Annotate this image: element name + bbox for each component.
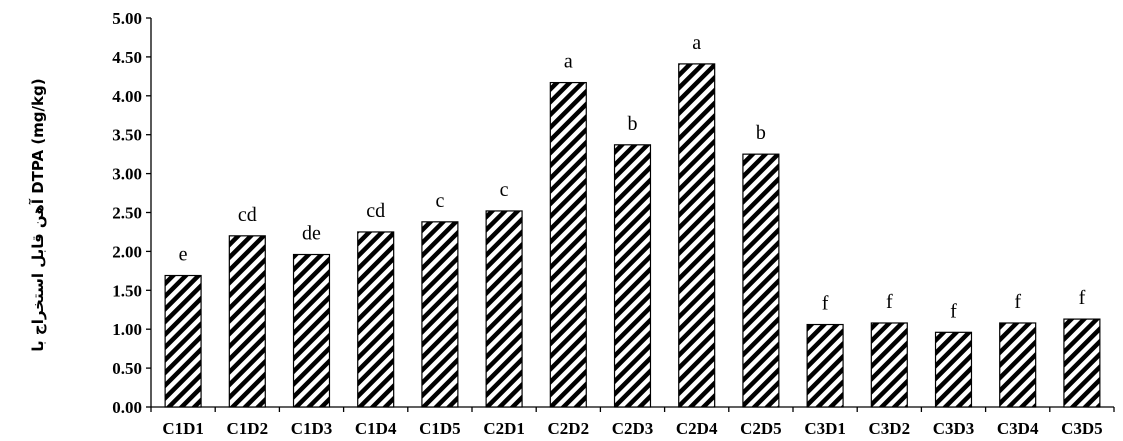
y-tick-label: 4.50 [112,48,142,67]
significance-letter: f [950,300,957,322]
x-tick-label: C3D1 [804,419,846,438]
labels: C1D1 e C1D2 cd C1D3 de C1D4 cd C1D5 c C2D1 c C2D2 a C2… [162,32,1102,438]
x-tick-label: C1D3 [291,419,333,438]
x-tick-label: C3D5 [1061,419,1103,438]
significance-letter: c [435,190,444,212]
x-tick-label: C2D4 [676,419,718,438]
significance-letter: f [822,293,829,315]
bar-c3d3 [934,331,973,408]
bar-c2d1 [485,210,523,408]
y-tick-label: 5.00 [112,9,142,28]
x-tick-label: C1D2 [227,419,269,438]
y-tick-label: 1.50 [112,281,142,300]
bar-c1d4 [357,231,395,408]
x-tick-label: C3D2 [869,419,911,438]
x-tick-label: C2D3 [612,419,654,438]
significance-letter: a [564,51,573,73]
y-axis-title: آهن قابل استخراج با DTPA (mg/kg) [29,78,47,351]
bar-c1d5 [421,221,459,408]
y-tick-label: 0.00 [112,398,142,417]
significance-letter: f [1014,291,1021,313]
bar-c2d3 [613,144,652,408]
x-tick-label: C3D3 [933,419,975,438]
bar-c1d2 [228,235,266,408]
bars [164,63,1101,408]
significance-letter: b [756,122,766,144]
bar-c3d1 [806,323,844,408]
bar-c1d1 [164,274,202,408]
y-tick-label: 1.00 [112,320,142,339]
y-tick-label: 2.00 [112,242,142,261]
bar-c2d4 [678,63,716,408]
significance-letter: f [1079,287,1086,309]
x-tick-label: C1D5 [419,419,461,438]
significance-letter: de [302,223,321,245]
bar-c2d5 [742,153,780,408]
y-tick-label: 4.00 [112,87,142,106]
x-tick-label: C3D4 [997,419,1039,438]
significance-letter: f [886,291,893,313]
x-tick-label: C2D1 [483,419,525,438]
x-tick-label: C1D1 [162,419,204,438]
bar-c3d2 [870,322,908,408]
axes: 0.00 0.50 1.00 1.50 2.00 2.50 3.00 3.50 4.00 4.50… [112,9,1115,417]
bar-c3d4 [999,322,1037,408]
x-tick-label: C2D2 [548,419,590,438]
y-tick-label: 3.00 [112,165,142,184]
significance-letter: cd [238,204,257,226]
bar-c2d2 [549,81,587,408]
significance-letter: e [179,244,188,266]
significance-letter: a [692,32,701,54]
x-tick-label: C2D5 [740,419,782,438]
y-tick-label: 3.50 [112,126,142,145]
significance-letter: c [500,179,509,201]
significance-letter: cd [366,200,385,222]
bar-c3d5 [1063,318,1101,408]
significance-letter: b [628,113,638,135]
x-tick-label: C1D4 [355,419,397,438]
y-tick-label: 2.50 [112,204,142,223]
y-tick-label: 0.50 [112,359,142,378]
bar-c1d3 [292,253,331,408]
